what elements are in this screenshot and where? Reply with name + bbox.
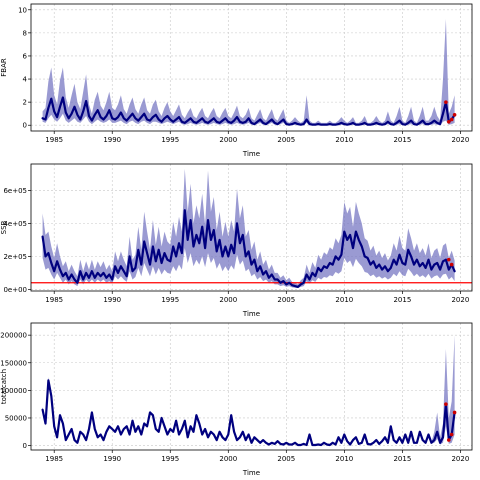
projection-point: [449, 432, 454, 437]
uncertainty-band: [42, 19, 455, 126]
y-tick-label: 10: [18, 6, 27, 14]
x-tick-label: 2000: [219, 136, 237, 144]
y-tick-label: 50000: [5, 414, 27, 422]
projection-point: [446, 438, 451, 442]
y-axis-title: SSB: [0, 220, 8, 234]
panel-3: 1985 1990 1995 2000 2005 2010 2015 2020 0 50000 10…: [0, 322, 473, 477]
y-tick-label: 6e+05: [3, 187, 27, 195]
x-tick-label: 2010: [335, 136, 353, 144]
x-tick-label: 2000: [219, 455, 237, 463]
projection-point: [446, 119, 451, 124]
uncertainty-band: [42, 168, 455, 288]
y-tick-label: 8: [23, 29, 27, 37]
median-line: [41, 379, 456, 447]
x-tick-label: 2015: [393, 136, 411, 144]
y-tick-label: 6: [23, 52, 28, 60]
y-tick-label: 2: [23, 99, 27, 107]
y-axis-title: FBAR: [0, 58, 8, 77]
x-tick-label: 1995: [161, 455, 179, 463]
projection-point: [449, 262, 454, 267]
y-tick-label: 4e+05: [3, 220, 27, 228]
y-tick-label: 150000: [0, 359, 27, 367]
projection-point: [449, 117, 454, 122]
plot-frame: [30, 322, 473, 451]
projection-point: [446, 257, 451, 262]
x-axis-title: Time: [242, 469, 260, 477]
x-tick-label: 1995: [161, 136, 179, 144]
x-tick-label: 1985: [45, 136, 63, 144]
plot-frame: [30, 3, 473, 132]
x-tick-label: 2020: [451, 296, 469, 304]
y-tick-label: 2e+05: [3, 253, 27, 261]
x-tick-label: 2015: [393, 455, 411, 463]
x-tick-label: 1995: [161, 296, 179, 304]
projection-point: [452, 410, 457, 415]
projection-point: [452, 113, 457, 117]
projection-point: [444, 402, 448, 406]
y-axis-title: totalcatch: [0, 369, 8, 404]
plot-frame: [30, 163, 473, 292]
x-tick-label: 1990: [103, 455, 121, 463]
y-tick-label: 100000: [0, 387, 27, 395]
x-tick-label: 2015: [393, 296, 411, 304]
x-tick-label: 2020: [451, 136, 469, 144]
x-tick-label: 1985: [45, 455, 63, 463]
y-tick-label: 0e+00: [3, 286, 27, 294]
x-tick-label: 1990: [103, 296, 121, 304]
x-tick-label: 2010: [335, 455, 353, 463]
x-tick-label: 2000: [219, 296, 237, 304]
y-tick-label: 0: [23, 442, 27, 450]
panel-1: 1985 1990 1995 2000 2005 2010 2015 2020 0 2 4 6 8 10 T…: [0, 3, 473, 158]
x-tick-label: 2005: [277, 136, 295, 144]
median-line: [41, 209, 456, 288]
x-tick-label: 2010: [335, 296, 353, 304]
y-tick-label: 4: [23, 76, 28, 84]
x-axis-title: Time: [242, 150, 260, 158]
x-tick-label: 2005: [277, 455, 295, 463]
x-tick-label: 1990: [103, 136, 121, 144]
median-line: [41, 96, 456, 126]
x-tick-label: 1985: [45, 296, 63, 304]
x-tick-label: 2020: [451, 455, 469, 463]
projection-point: [444, 100, 448, 104]
x-tick-label: 2005: [277, 296, 295, 304]
y-tick-label: 0: [23, 122, 27, 130]
y-tick-label: 200000: [0, 332, 27, 340]
x-axis-title: Time: [242, 310, 260, 318]
panel-2: 1985 1990 1995 2000 2005 2010 2015 2020 0e+00 2e+…: [0, 163, 473, 318]
